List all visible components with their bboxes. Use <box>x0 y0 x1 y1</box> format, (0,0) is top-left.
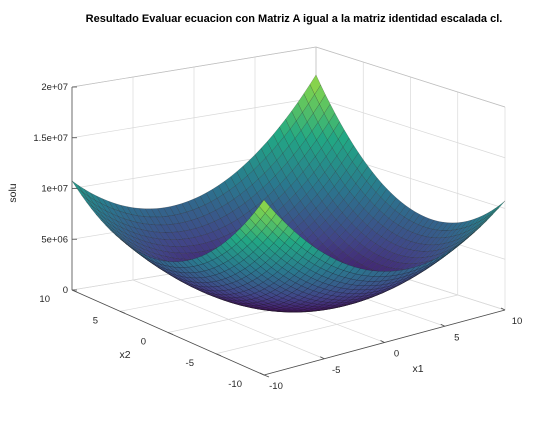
y-tick-label: 0 <box>141 337 146 348</box>
axis-ticks: 0 5e+06 1e+07 1.5e+07 2e+07 -10 -5 0 5 10 -10 -5 0 5 1… <box>33 82 522 392</box>
y-axis-label: x2 <box>119 349 130 361</box>
y-tick-mark <box>167 332 174 335</box>
surface-face <box>259 199 271 214</box>
x-tick-label: 5 <box>454 332 459 343</box>
y-tick-mark <box>215 353 222 357</box>
z-tick-label: 1e+07 <box>41 184 68 195</box>
z-tick-label: 2e+07 <box>41 82 68 93</box>
y-tick-label: 5 <box>93 315 98 326</box>
x-tick-label: 0 <box>394 349 399 360</box>
grid-line-z <box>71 97 317 139</box>
grid-line-z <box>315 97 506 159</box>
y-tick-label: -10 <box>228 379 242 390</box>
z-tick-label: 1.5e+07 <box>33 133 68 144</box>
z-axis-label: solu <box>7 183 19 202</box>
y-tick-label: -5 <box>186 358 194 369</box>
x-tick-label: 10 <box>512 316 523 327</box>
y-tick-mark <box>263 374 270 378</box>
x-tick-mark <box>380 340 385 343</box>
surface-face <box>494 200 506 212</box>
chart-title: Resultado Evaluar ecuacion con Matriz A … <box>86 13 503 25</box>
x-tick-mark <box>259 372 265 376</box>
z-tick-label: 0 <box>63 285 68 296</box>
x-tick-mark <box>500 307 506 311</box>
y-tick-label: 10 <box>39 294 50 305</box>
y-tick-mark <box>71 289 78 293</box>
x-axis-label: x1 <box>412 363 423 375</box>
x-tick-mark <box>440 323 445 327</box>
box-edge <box>315 46 506 108</box>
box-edge <box>71 46 317 88</box>
y-tick-mark <box>119 310 126 314</box>
z-tick-label: 5e+06 <box>41 234 68 245</box>
surface-mesh <box>71 74 506 313</box>
grid-line-floor <box>215 294 458 355</box>
x-tick-label: -10 <box>269 381 283 392</box>
surface-face <box>489 204 501 216</box>
x-tick-mark <box>320 356 325 360</box>
x-tick-label: -5 <box>332 365 340 376</box>
